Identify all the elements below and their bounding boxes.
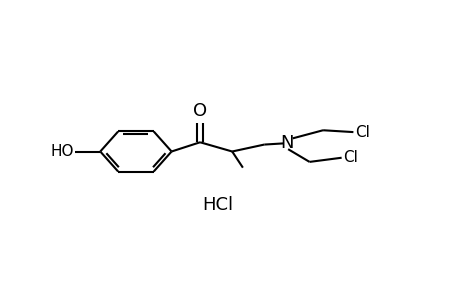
Text: Cl: Cl — [343, 150, 358, 165]
Text: HCl: HCl — [202, 196, 233, 214]
Text: N: N — [280, 134, 294, 152]
Text: Cl: Cl — [354, 124, 369, 140]
Text: HO: HO — [50, 144, 73, 159]
Text: O: O — [193, 102, 207, 120]
